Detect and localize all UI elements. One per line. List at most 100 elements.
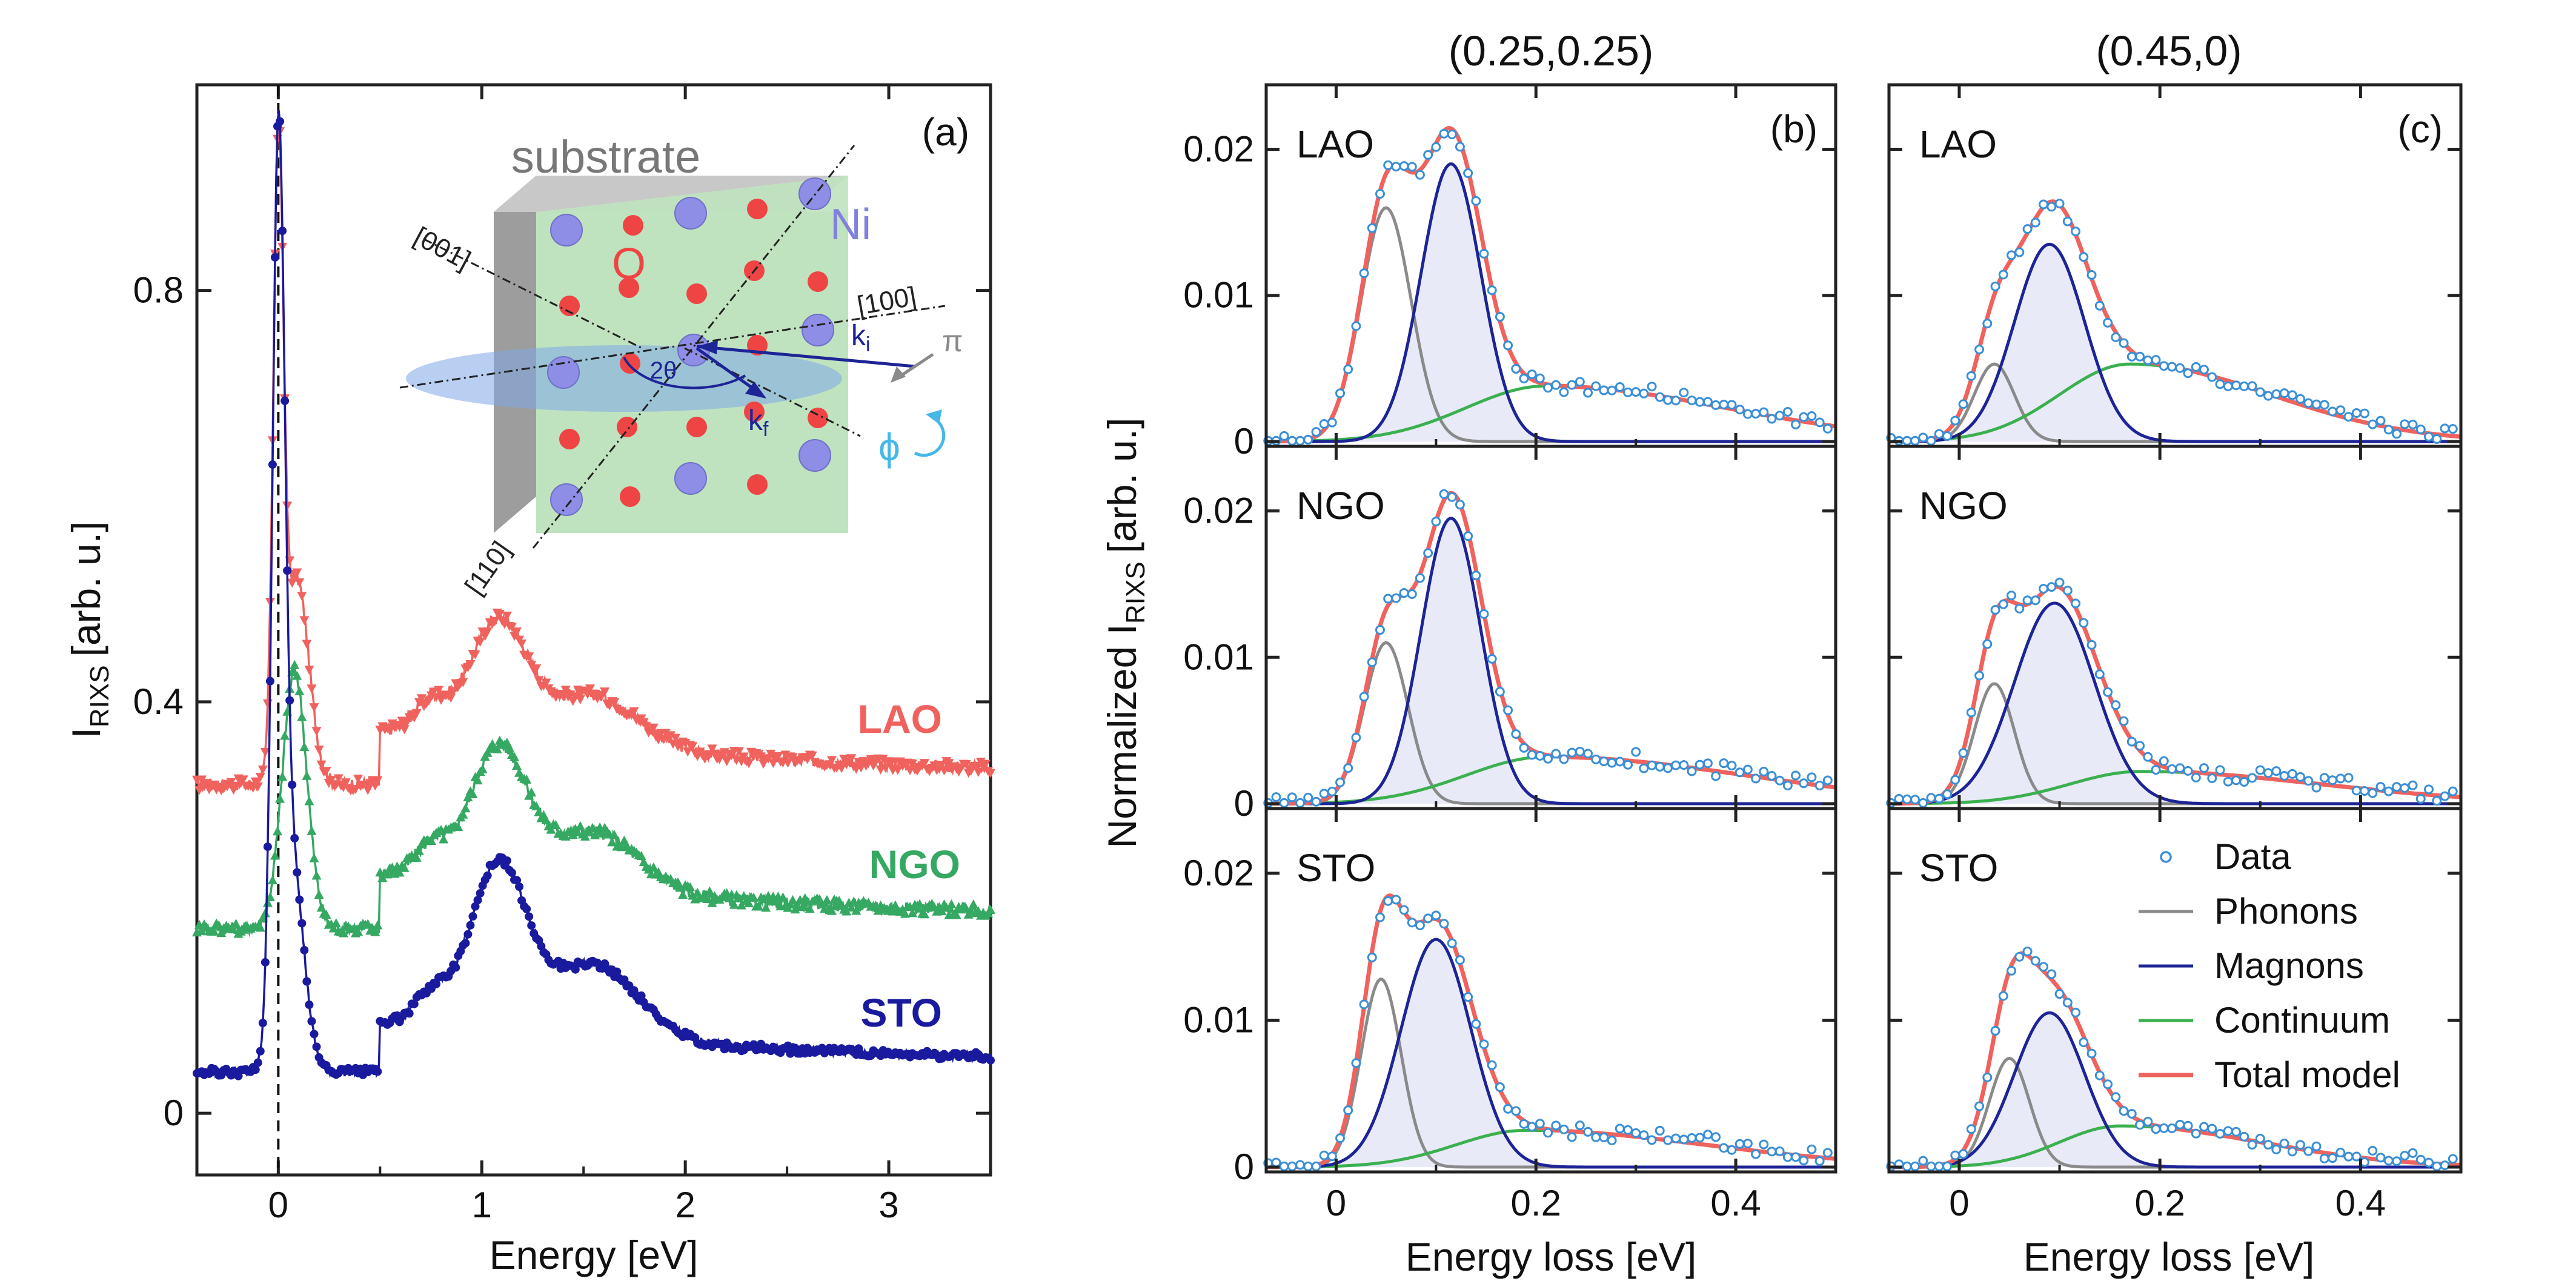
data-point [2062, 216, 2073, 227]
substrate-row-label: STO [1919, 846, 1998, 890]
dir-110-label: [110] [459, 536, 516, 600]
data-point [2408, 780, 2418, 790]
data-point [2086, 270, 2097, 280]
data-point-lao [892, 766, 903, 775]
data-point [2183, 766, 2193, 776]
data-point-ngo [587, 822, 597, 832]
data-point-ngo [560, 831, 571, 841]
data-point [2223, 1126, 2233, 1136]
data-point [1311, 1161, 1321, 1171]
data-point [1687, 1133, 1697, 1143]
data-point [2239, 381, 2249, 391]
data-point-sto [507, 868, 516, 878]
data-point [1695, 397, 1705, 407]
data-point-lao [609, 698, 620, 707]
data-point [1791, 770, 1801, 781]
data-point-lao [202, 779, 212, 789]
data-point [1455, 142, 1465, 152]
data-point [1463, 531, 1473, 541]
data-point-lao [262, 699, 273, 709]
data-point [1942, 431, 1953, 441]
data-point [1375, 625, 1385, 635]
data-point-lao [416, 694, 427, 704]
data-point-lao [961, 759, 971, 769]
data-point-ngo [546, 824, 556, 834]
data-point [2328, 406, 2338, 417]
data-point [1431, 910, 1441, 921]
data-point [1607, 1135, 1617, 1145]
series-label-ngo: NGO [869, 842, 960, 887]
series-label-sto: STO [861, 990, 942, 1035]
total-model-curve [1266, 893, 1836, 1170]
x-tick-label: 0.2 [1511, 1183, 1561, 1223]
o-atom [686, 283, 707, 304]
data-point [1631, 1128, 1641, 1138]
data-point [1687, 395, 1697, 406]
data-point [1982, 319, 1993, 329]
data-point-ngo [414, 845, 424, 855]
data-point [1622, 759, 1633, 770]
data-point-sto [854, 1044, 863, 1053]
data-point [1327, 786, 1337, 796]
scattering-geometry-schematic: substrate Ni O [001] [100] [110] ki kf 2… [399, 131, 963, 600]
data-point-ngo [900, 908, 910, 918]
data-point [2231, 1127, 2242, 1137]
data-point-lao [502, 611, 512, 621]
data-point-lao [311, 727, 322, 736]
data-point [1351, 1058, 1361, 1068]
data-point [1287, 435, 1297, 446]
data-point [1607, 385, 1617, 395]
substrate-row-label: STO [1296, 846, 1375, 890]
data-point [2424, 432, 2434, 442]
data-point [2287, 1146, 2297, 1157]
data-point-ngo [309, 853, 319, 862]
data-point-ngo [575, 821, 585, 830]
data-point-ngo [771, 896, 781, 906]
ni-atom [674, 462, 707, 495]
data-point [2215, 1129, 2225, 1139]
data-point [1311, 796, 1321, 807]
data-point-lao [707, 744, 717, 754]
data-point [1583, 1127, 1593, 1137]
data-point [1671, 760, 1681, 770]
legend-label-phonons: Phonons [2214, 891, 2358, 931]
data-point [1990, 605, 2000, 615]
dir-100-label: [100] [855, 282, 918, 321]
data-point-lao [971, 761, 981, 771]
data-point [1647, 382, 1657, 392]
data-point [1727, 400, 1737, 410]
kf-label-main: k [748, 405, 763, 437]
data-point [1367, 223, 1377, 233]
series-label-lao: LAO [858, 696, 942, 741]
data-point-ngo [729, 899, 739, 909]
data-point-lao [585, 684, 595, 694]
data-point-ngo [270, 850, 280, 860]
ni-atom [547, 356, 580, 389]
data-point-sto [513, 876, 522, 885]
data-point [1662, 763, 1673, 773]
substrate-row-label: NGO [1296, 484, 1385, 528]
data-point-ngo [214, 920, 224, 930]
data-point-lao [302, 640, 312, 649]
data-point [2054, 577, 2065, 587]
data-point-sto [986, 1056, 995, 1065]
substrate-label: substrate [511, 131, 701, 183]
data-point-ngo [908, 908, 918, 918]
data-point [1503, 340, 1513, 351]
data-point-sto [637, 991, 646, 1001]
data-point [1719, 1143, 1729, 1153]
fit-panels: (0.25,0.25) (0.45,0) Normalized IRIXS [ar… [1100, 27, 2463, 1279]
data-point [1791, 419, 1801, 429]
data-point-lao [575, 695, 585, 704]
data-point-sto [451, 963, 460, 972]
data-point-ngo [328, 923, 339, 933]
data-point-sto [270, 253, 279, 262]
data-point [1447, 938, 1457, 948]
data-point-lao [641, 722, 651, 732]
data-point [1463, 168, 1473, 178]
data-point [1383, 594, 1393, 604]
data-point [1950, 775, 1960, 785]
data-point [1671, 395, 1681, 406]
data-point [2368, 788, 2378, 798]
data-point [1423, 150, 1433, 160]
